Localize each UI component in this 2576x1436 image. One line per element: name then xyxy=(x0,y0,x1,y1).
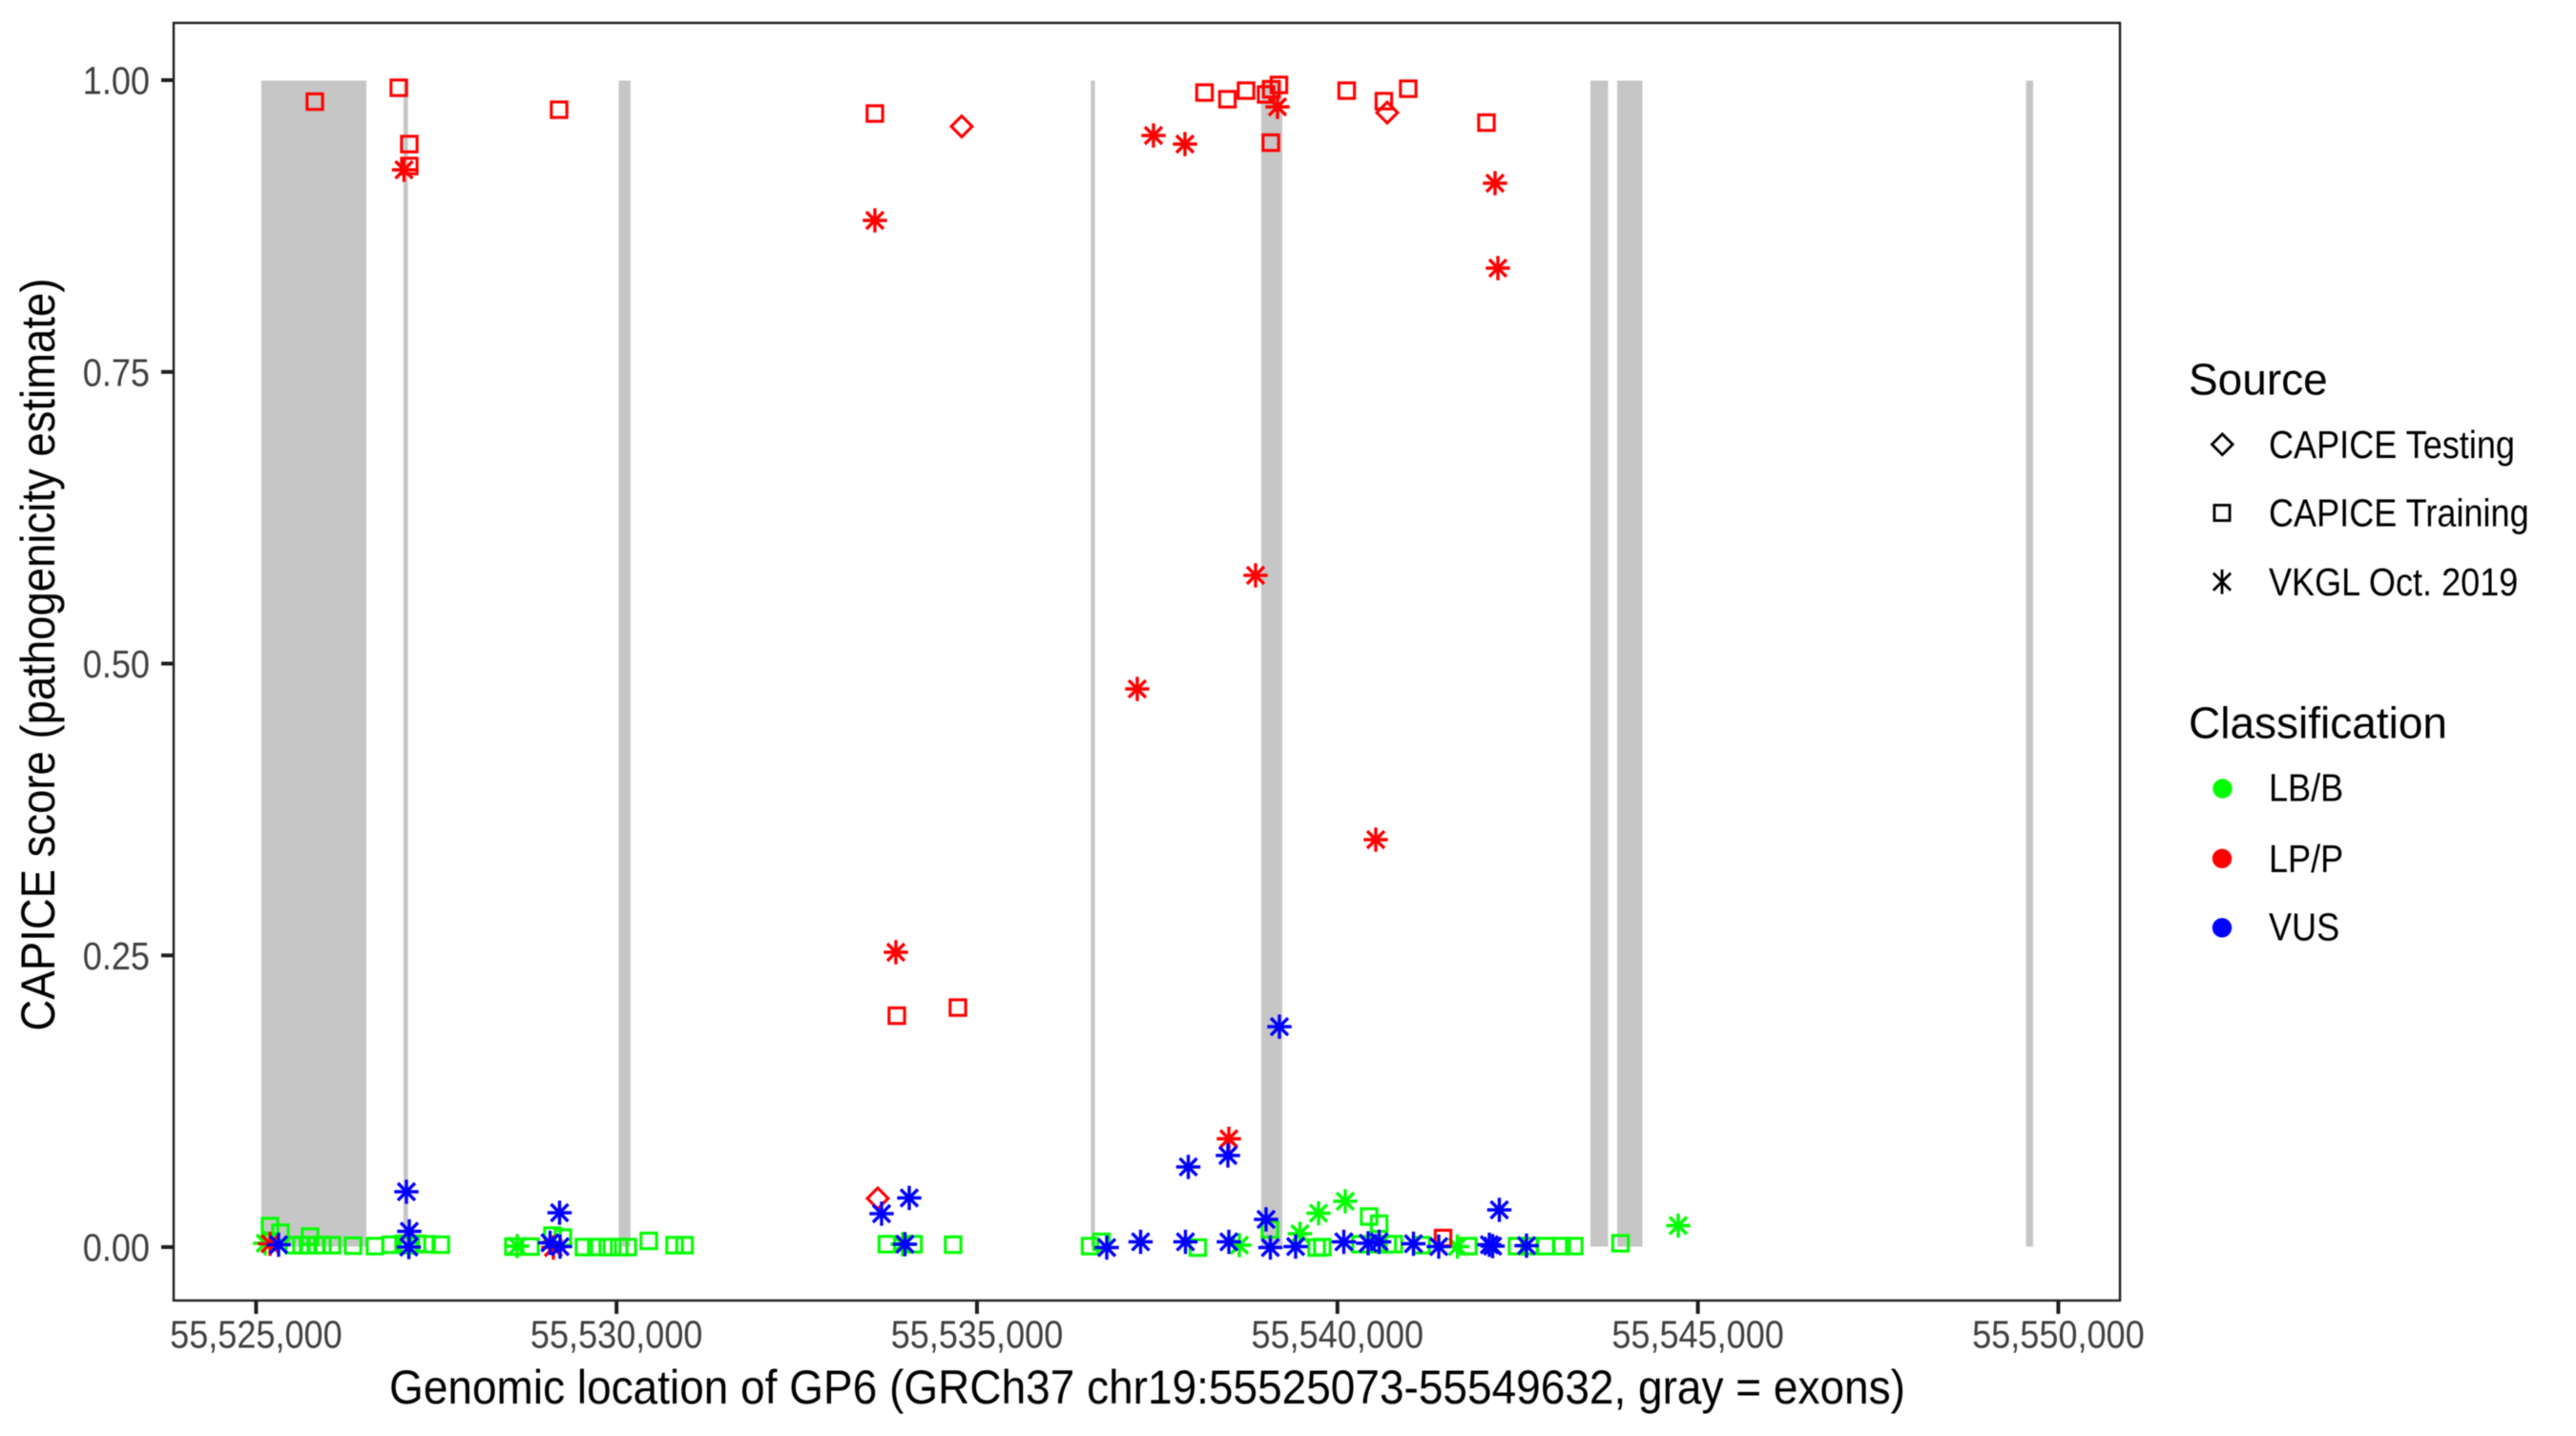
svg-text:0.25: 0.25 xyxy=(83,935,150,979)
svg-text:Source: Source xyxy=(2189,355,2328,405)
svg-text:Classification: Classification xyxy=(2189,698,2447,748)
svg-text:0.00: 0.00 xyxy=(83,1226,150,1270)
svg-text:VKGL Oct. 2019: VKGL Oct. 2019 xyxy=(2269,561,2518,605)
svg-text:CAPICE Testing: CAPICE Testing xyxy=(2269,424,2515,468)
svg-text:VUS: VUS xyxy=(2269,905,2339,949)
svg-text:0.50: 0.50 xyxy=(83,643,150,687)
svg-text:55,540,000: 55,540,000 xyxy=(1252,1313,1424,1357)
svg-text:55,535,000: 55,535,000 xyxy=(891,1313,1064,1357)
svg-text:55,550,000: 55,550,000 xyxy=(1972,1313,2145,1357)
svg-text:CAPICE score (pathogenicity es: CAPICE score (pathogenicity estimate) xyxy=(12,279,65,1031)
svg-text:LB/B: LB/B xyxy=(2269,766,2343,810)
svg-text:1.00: 1.00 xyxy=(83,59,150,103)
svg-text:0.75: 0.75 xyxy=(83,351,150,395)
svg-text:Genomic location of GP6 (GRCh3: Genomic location of GP6 (GRCh37 chr19:55… xyxy=(389,1362,1905,1414)
svg-text:55,545,000: 55,545,000 xyxy=(1611,1313,1784,1357)
svg-text:CAPICE Training: CAPICE Training xyxy=(2269,491,2529,535)
svg-text:55,530,000: 55,530,000 xyxy=(530,1313,703,1357)
svg-text:LP/P: LP/P xyxy=(2269,838,2343,882)
svg-text:55,525,000: 55,525,000 xyxy=(170,1313,343,1357)
